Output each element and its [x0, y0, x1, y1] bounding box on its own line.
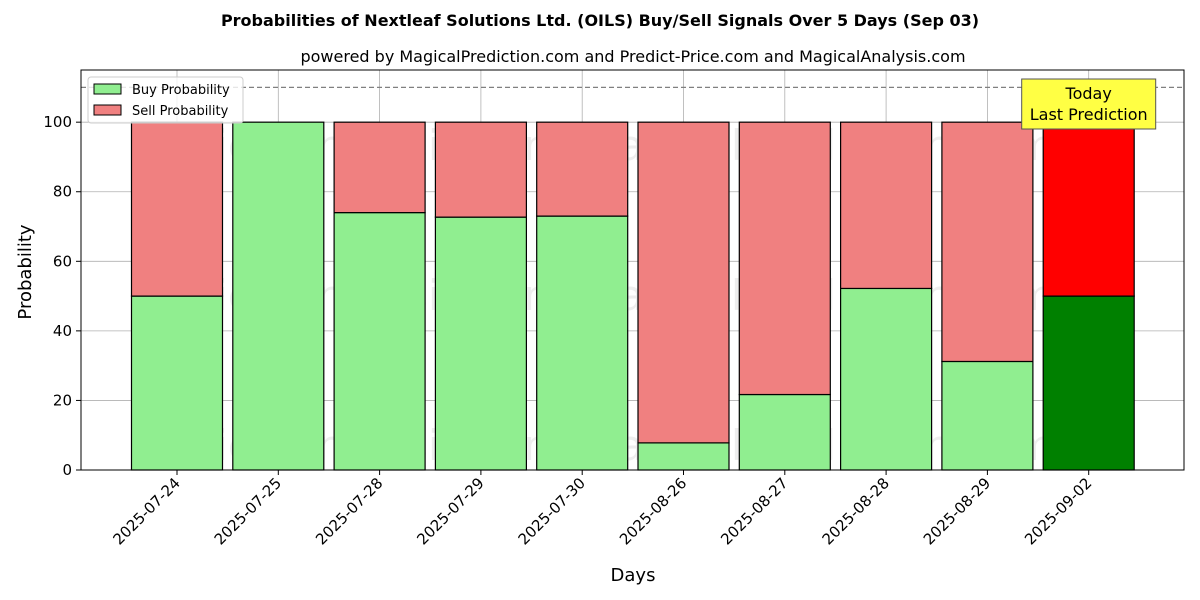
- bar-sell-2025-07-29: [434, 121, 527, 218]
- bar-sell-2025-08-26: [637, 121, 730, 444]
- bar-sell-2025-07-24: [130, 121, 224, 297]
- bar-sell-2025-08-27: [738, 121, 831, 396]
- annotation-text: Last Prediction: [1030, 105, 1148, 124]
- y-axis-ticks: 0 20 40 60 80 100: [43, 113, 81, 479]
- bar-buy-2025-07-24: [130, 295, 224, 471]
- bar-sell-2025-07-30: [536, 121, 629, 217]
- bars: [130, 121, 1135, 471]
- bar-sell-2025-08-28: [839, 121, 933, 290]
- bar-buy-2025-07-28: [333, 212, 426, 471]
- annotation-box: [1021, 78, 1157, 130]
- plot-frame: [80, 69, 1185, 471]
- annotation-text: Today: [1065, 84, 1112, 103]
- y-tick-label: 20: [53, 391, 72, 409]
- x-tick-label: 2025-07-28: [312, 474, 386, 548]
- y-tick-label: 80: [53, 183, 72, 201]
- bar-sell-2025-07-28: [333, 121, 426, 214]
- chart-title: Probabilities of Nextleaf Solutions Ltd.…: [221, 11, 979, 30]
- x-axis-ticks: 2025-07-24 2025-07-25 2025-07-28 2025-07-29…: [109, 470, 1096, 548]
- bar-buy-2025-07-25: [232, 121, 325, 471]
- legend-box: [87, 76, 244, 124]
- x-tick-label: 2025-07-25: [211, 474, 285, 548]
- x-axis-label: Days: [611, 565, 656, 586]
- x-tick-label: 2025-09-02: [1021, 474, 1095, 548]
- x-tick-label: 2025-08-26: [616, 474, 690, 548]
- bar-buy-2025-09-02: [1042, 295, 1135, 471]
- x-tick-label: 2025-08-27: [717, 474, 791, 548]
- y-tick-label: 40: [53, 322, 72, 340]
- legend: Buy Probability Sell Probability: [87, 76, 244, 124]
- legend-label-buy: Buy Probability: [132, 83, 230, 98]
- bar-sell-2025-09-02: [1042, 121, 1135, 297]
- bar-buy-2025-08-26: [637, 442, 730, 471]
- x-tick-label: 2025-08-29: [920, 474, 994, 548]
- bar-buy-2025-08-29: [941, 360, 1034, 471]
- legend-label-sell: Sell Probability: [132, 104, 229, 119]
- y-tick-label: 0: [62, 461, 72, 479]
- legend-swatch-buy: [93, 83, 122, 95]
- y-axis-label: Probability: [15, 224, 36, 319]
- bar-sell-2025-08-29: [941, 121, 1034, 363]
- x-tick-label: 2025-08-28: [819, 474, 893, 548]
- x-tick-label: 2025-07-30: [515, 474, 589, 548]
- x-tick-label: 2025-07-29: [413, 474, 487, 548]
- y-tick-label: 60: [53, 252, 72, 270]
- legend-swatch-sell: [93, 104, 122, 116]
- chart-subtitle: powered by MagicalPrediction.com and Pre…: [300, 47, 965, 66]
- bar-buy-2025-08-28: [839, 287, 933, 471]
- x-tick-label: 2025-07-24: [109, 474, 183, 548]
- bar-buy-2025-07-30: [536, 215, 629, 471]
- bar-buy-2025-07-29: [434, 216, 527, 471]
- y-tick-label: 100: [43, 113, 72, 131]
- bar-buy-2025-08-27: [738, 393, 831, 471]
- today-annotation: Today Last Prediction: [1021, 78, 1157, 130]
